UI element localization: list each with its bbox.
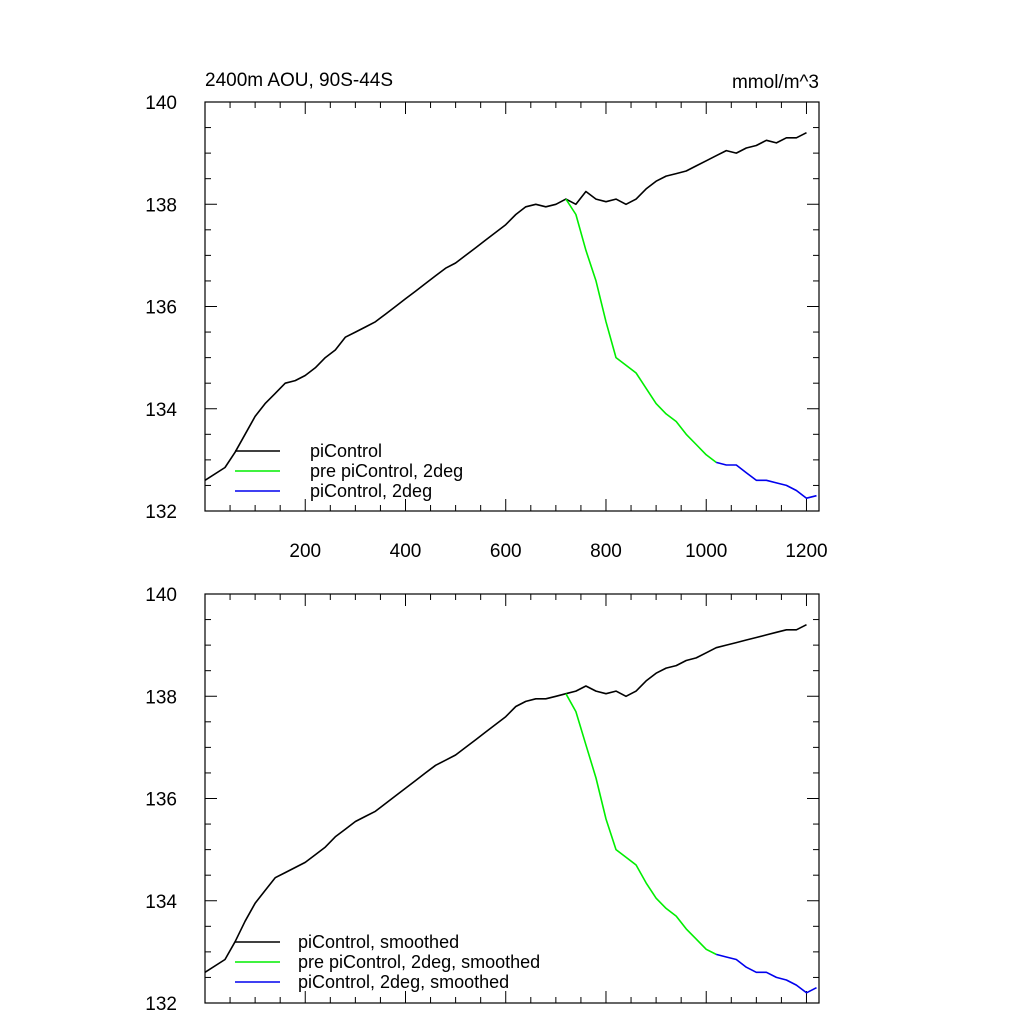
x-tick-label: 200	[289, 541, 321, 562]
y-tick-label: 136	[145, 298, 177, 319]
x-tick-label: 600	[490, 541, 522, 562]
series-line-0	[204, 623, 807, 973]
y-tick-label: 132	[145, 502, 177, 523]
y-tick-label: 136	[145, 790, 177, 811]
series-line-2	[716, 953, 817, 994]
plot-frame	[204, 101, 820, 512]
y-tick-label: 132	[145, 994, 177, 1015]
x-tick-label: 400	[390, 541, 422, 562]
y-tick-label: 138	[145, 195, 177, 216]
units-label: mmol/m^3	[732, 72, 819, 93]
y-tick-label: 134	[145, 892, 177, 913]
legend-label-1: pre piControl, 2deg	[310, 461, 463, 481]
x-tick-label: 1200	[785, 541, 827, 562]
chart-title: 2400m AOU, 90S-44S	[205, 70, 393, 91]
series-line-2	[716, 461, 817, 500]
y-tick-label: 140	[145, 93, 177, 114]
series-line-1	[565, 693, 717, 956]
series-line-0	[204, 131, 807, 481]
legend-label-0: piControl, smoothed	[298, 932, 459, 952]
legend-label-2: piControl, 2deg, smoothed	[298, 972, 509, 992]
legend-label-1: pre piControl, 2deg, smoothed	[298, 952, 540, 972]
y-tick-label: 140	[145, 585, 177, 606]
top-panel: 2400m AOU, 90S-44S mmol/m^3 132 134 136 138…	[145, 70, 827, 562]
legend-label-2: piControl, 2deg	[310, 481, 432, 501]
x-tick-label: 800	[590, 541, 622, 562]
x-tick-label: 1000	[685, 541, 727, 562]
legend-label-0: piControl	[310, 441, 382, 461]
series-line-1	[565, 198, 717, 464]
y-tick-label: 138	[145, 687, 177, 708]
y-tick-label: 134	[145, 400, 177, 421]
